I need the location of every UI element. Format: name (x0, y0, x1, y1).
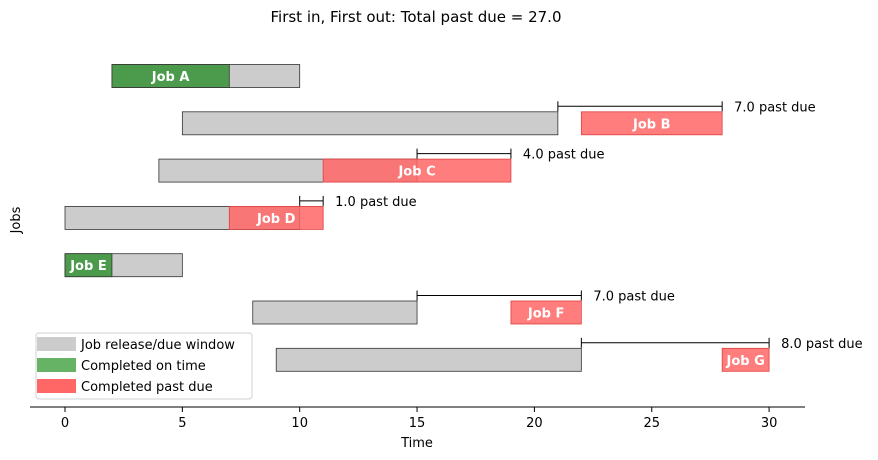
y-axis-label: Jobs (9, 206, 24, 234)
legend-swatch-completed-on-time (37, 358, 76, 372)
job-c-row: Job C 4.0 past due (158, 148, 605, 183)
job-a-completion-bar (111, 64, 230, 88)
job-f-past-due-label: 7.0 past due (593, 290, 675, 305)
chart-title: First in, First out: Total past due = 27… (270, 8, 561, 26)
job-b-past-due-label: 7.0 past due (734, 100, 816, 115)
job-c-completion-bar (322, 158, 512, 183)
x-tick-label-20: 20 (526, 416, 543, 431)
job-a-row: Job A (111, 64, 301, 88)
legend: Job release/due window Completed on time C… (35, 332, 253, 400)
job-g-label: Job G (725, 354, 764, 369)
x-tick-label-15: 15 (409, 416, 426, 431)
legend-swatch-job-release-due-window (37, 337, 76, 351)
job-f-label: Job F (527, 307, 564, 322)
x-tick-label-5: 5 (178, 416, 186, 431)
legend-label-completed-past-due: Completed past due (81, 380, 213, 395)
x-axis-label: Time (400, 436, 433, 451)
job-b-past-due-bracket (557, 101, 723, 112)
job-g-window-bar (275, 347, 582, 372)
job-d-row: Job D 1.0 past due (64, 195, 417, 230)
job-b-row: Job B 7.0 past due (181, 100, 816, 136)
legend-label-completed-on-time: Completed on time (81, 359, 206, 374)
job-a-label: Job A (151, 70, 190, 85)
job-f-completion-bar (510, 300, 582, 325)
job-f-row: Job F 7.0 past due (252, 290, 675, 325)
job-b-label: Job B (632, 117, 671, 132)
job-e-completion-bar (64, 253, 113, 278)
legend-swatch-completed-past-due (37, 379, 76, 393)
x-axis: 0 5 10 15 20 25 30 (30, 406, 805, 431)
x-tick-label-30: 30 (761, 416, 778, 431)
job-c-label: Job C (397, 165, 435, 180)
job-g-completion-bar (721, 347, 770, 372)
job-e-row: Job E (64, 253, 183, 278)
x-tick-label-0: 0 (61, 416, 69, 431)
job-d-completion-bar (228, 205, 324, 230)
legend-box (35, 332, 253, 400)
job-f-window-bar (252, 300, 418, 325)
x-tick-label-25: 25 (643, 416, 660, 431)
x-tick-label-10: 10 (291, 416, 308, 431)
job-e-label: Job E (69, 259, 106, 274)
job-f-past-due-bracket (416, 290, 582, 301)
legend-label-job-release-due-window: Job release/due window (80, 338, 235, 353)
job-c-past-due-bracket (416, 148, 512, 159)
job-c-past-due-label: 4.0 past due (523, 148, 605, 163)
job-d-label: Job D (256, 212, 296, 227)
job-g-row: Job G 8.0 past due (275, 337, 863, 372)
job-d-past-due-bracket (299, 195, 324, 206)
job-b-completion-bar (580, 111, 723, 136)
job-d-past-due-label: 1.0 past due (335, 195, 417, 210)
job-g-past-due-label: 8.0 past due (781, 337, 863, 352)
job-g-past-due-bracket (580, 337, 770, 348)
job-b-window-bar (181, 111, 559, 136)
